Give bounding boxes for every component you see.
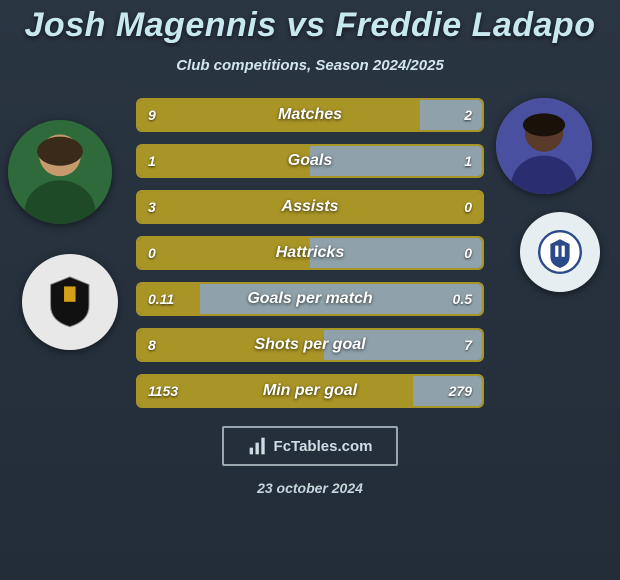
stat-row: 87Shots per goal — [136, 328, 484, 362]
person-icon — [496, 98, 592, 194]
person-icon — [8, 120, 112, 224]
chart-icon — [248, 436, 268, 456]
stats-table: 92Matches 11Goals 30Assists 00Hattricks 0.11… — [136, 98, 484, 408]
stat-label: Min per goal — [138, 382, 482, 400]
footer-date: 23 october 2024 — [0, 480, 620, 496]
player-left-avatar — [8, 120, 112, 224]
shield-icon — [41, 273, 99, 331]
stat-label: Shots per goal — [138, 336, 482, 354]
stat-row: 92Matches — [136, 98, 484, 132]
stat-label: Matches — [138, 106, 482, 124]
stat-row: 00Hattricks — [136, 236, 484, 270]
stat-row: 0.110.5Goals per match — [136, 282, 484, 316]
stat-label: Goals — [138, 152, 482, 170]
stat-label: Assists — [138, 198, 482, 216]
brand-box: FcTables.com — [222, 426, 398, 466]
page-title: Josh Magennis vs Freddie Ladapo — [0, 6, 620, 45]
brand-text: FcTables.com — [274, 438, 373, 455]
stat-row: 11Goals — [136, 144, 484, 178]
stat-label: Goals per match — [138, 290, 482, 308]
stat-row: 1153279Min per goal — [136, 374, 484, 408]
shield-icon — [536, 228, 584, 276]
player-right-avatar — [496, 98, 592, 194]
subtitle: Club competitions, Season 2024/2025 — [0, 57, 620, 74]
comparison-card: Josh Magennis vs Freddie Ladapo Club com… — [0, 0, 620, 580]
stat-row: 30Assists — [136, 190, 484, 224]
content: 92Matches 11Goals 30Assists 00Hattricks 0.11… — [0, 98, 620, 408]
club-left-badge — [22, 254, 118, 350]
club-right-badge — [520, 212, 600, 292]
stat-label: Hattricks — [138, 244, 482, 262]
